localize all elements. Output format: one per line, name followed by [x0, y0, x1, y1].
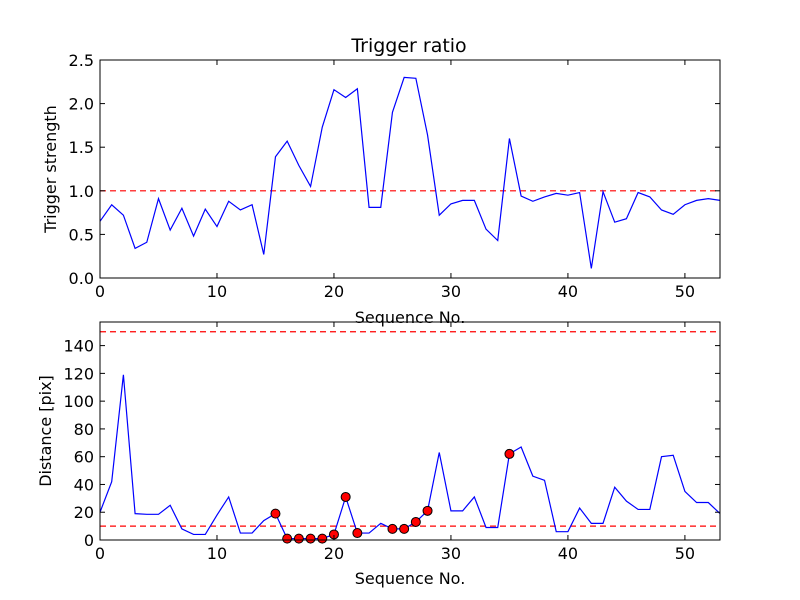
data-point-marker	[422, 505, 433, 516]
distance-axes-layer: 0 10 20 30 40 50 0 20 40 60 80 100 120 140	[63, 322, 720, 563]
y-tick-label: 0	[84, 531, 94, 550]
x-tick-label: 30	[441, 544, 461, 563]
data-point-marker	[504, 448, 515, 459]
y-tick-label: 0.5	[69, 225, 94, 244]
x-tick-label: 30	[441, 282, 461, 301]
data-point-marker	[399, 523, 410, 534]
data-point-marker	[387, 523, 398, 534]
distance-panel: 0 10 20 30 40 50 0 20 40 60 80 100 120 140 Sequence N…	[36, 321, 721, 588]
data-point-marker	[305, 533, 316, 544]
x-tick-label: 20	[324, 282, 344, 301]
x-axis-label: Sequence No.	[355, 308, 466, 327]
y-tick-label: 0.0	[69, 269, 94, 288]
y-tick-label: 120	[63, 364, 94, 383]
y-tick-label: 60	[74, 448, 94, 467]
y-tick-label: 80	[74, 420, 94, 439]
y-axis-label: Trigger strength	[41, 105, 60, 234]
y-tick-label: 40	[74, 475, 94, 494]
data-point-marker	[282, 533, 293, 544]
x-tick-label: 50	[675, 544, 695, 563]
x-axis-label: Sequence No.	[355, 569, 466, 588]
y-tick-label: 2.0	[69, 95, 94, 114]
x-tick-label: 10	[207, 282, 227, 301]
data-point-marker	[410, 516, 421, 527]
y-tick-label: 1.0	[69, 182, 94, 201]
x-tick-label: 20	[324, 544, 344, 563]
y-axis-label: Distance [pix]	[36, 375, 55, 487]
x-tick-label: 40	[558, 282, 578, 301]
data-point-marker	[352, 528, 363, 539]
trigger-ratio-panel: Trigger ratio 0 10 20 30 40 50 0.0 0.5 1.0 1.5 2.0…	[41, 35, 721, 327]
trigger-axes-layer: 0 10 20 30 40 50 0.0 0.5 1.0 1.5 2.0 2.5	[69, 51, 720, 301]
distance-lines-layer	[99, 331, 721, 540]
y-tick-label: 2.5	[69, 51, 94, 70]
series-line	[99, 76, 721, 269]
plot-frame	[99, 321, 721, 541]
x-tick-label: 0	[95, 544, 105, 563]
x-tick-label: 50	[675, 282, 695, 301]
trigger-lines-layer	[99, 76, 721, 269]
y-tick-label: 1.5	[69, 138, 94, 157]
data-point-marker	[317, 533, 328, 544]
y-tick-label: 20	[74, 503, 94, 522]
data-point-marker	[293, 533, 304, 544]
data-point-marker	[270, 508, 281, 519]
x-tick-label: 10	[207, 544, 227, 563]
series-line	[99, 374, 721, 540]
plot-frame	[99, 59, 721, 279]
chart-title: Trigger ratio	[350, 35, 466, 57]
y-tick-label: 140	[63, 337, 94, 356]
x-tick-label: 0	[95, 282, 105, 301]
distance-marks-layer	[270, 448, 515, 544]
y-tick-label: 100	[63, 392, 94, 411]
x-tick-label: 40	[558, 544, 578, 563]
data-point-marker	[340, 491, 351, 502]
